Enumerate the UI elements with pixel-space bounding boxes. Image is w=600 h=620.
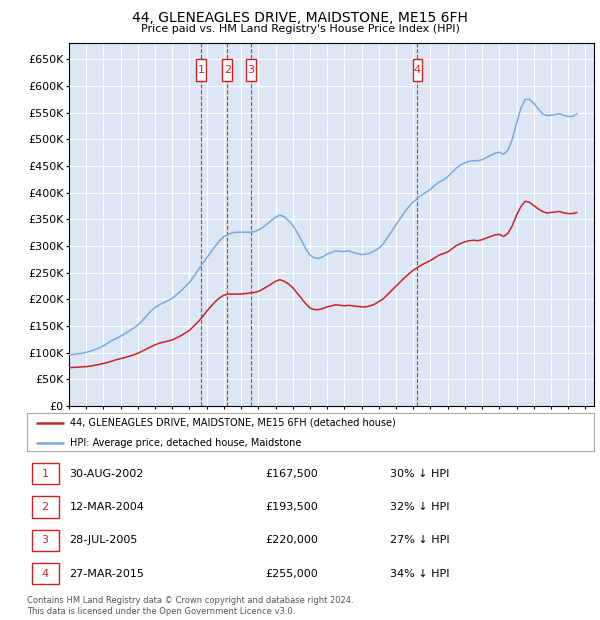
FancyBboxPatch shape [32,563,59,584]
Text: 2: 2 [224,65,231,75]
Text: £193,500: £193,500 [265,502,318,512]
Text: 2: 2 [41,502,49,512]
Text: £167,500: £167,500 [265,469,318,479]
Text: HPI: Average price, detached house, Maidstone: HPI: Average price, detached house, Maid… [70,438,301,448]
Text: 27% ↓ HPI: 27% ↓ HPI [390,535,449,545]
Text: £220,000: £220,000 [265,535,318,545]
Text: 44, GLENEAGLES DRIVE, MAIDSTONE, ME15 6FH: 44, GLENEAGLES DRIVE, MAIDSTONE, ME15 6F… [132,11,468,25]
Text: 3: 3 [247,65,254,75]
Text: 30-AUG-2002: 30-AUG-2002 [70,469,144,479]
Text: Contains HM Land Registry data © Crown copyright and database right 2024.
This d: Contains HM Land Registry data © Crown c… [27,596,353,616]
Text: 3: 3 [41,535,49,545]
Text: 30% ↓ HPI: 30% ↓ HPI [390,469,449,479]
FancyBboxPatch shape [32,496,59,518]
Text: 32% ↓ HPI: 32% ↓ HPI [390,502,449,512]
Text: 34% ↓ HPI: 34% ↓ HPI [390,569,449,578]
Text: 1: 1 [197,65,205,75]
Text: 44, GLENEAGLES DRIVE, MAIDSTONE, ME15 6FH (detached house): 44, GLENEAGLES DRIVE, MAIDSTONE, ME15 6F… [70,417,395,428]
Text: 4: 4 [41,569,49,578]
Text: Price paid vs. HM Land Registry's House Price Index (HPI): Price paid vs. HM Land Registry's House … [140,24,460,33]
Text: 1: 1 [41,469,49,479]
FancyBboxPatch shape [223,59,232,81]
FancyBboxPatch shape [246,59,256,81]
Text: 4: 4 [414,65,421,75]
FancyBboxPatch shape [196,59,206,81]
FancyBboxPatch shape [413,59,422,81]
FancyBboxPatch shape [32,463,59,484]
Text: 28-JUL-2005: 28-JUL-2005 [70,535,138,545]
FancyBboxPatch shape [32,529,59,551]
Text: £255,000: £255,000 [265,569,318,578]
Text: 12-MAR-2004: 12-MAR-2004 [70,502,145,512]
Text: 27-MAR-2015: 27-MAR-2015 [70,569,145,578]
